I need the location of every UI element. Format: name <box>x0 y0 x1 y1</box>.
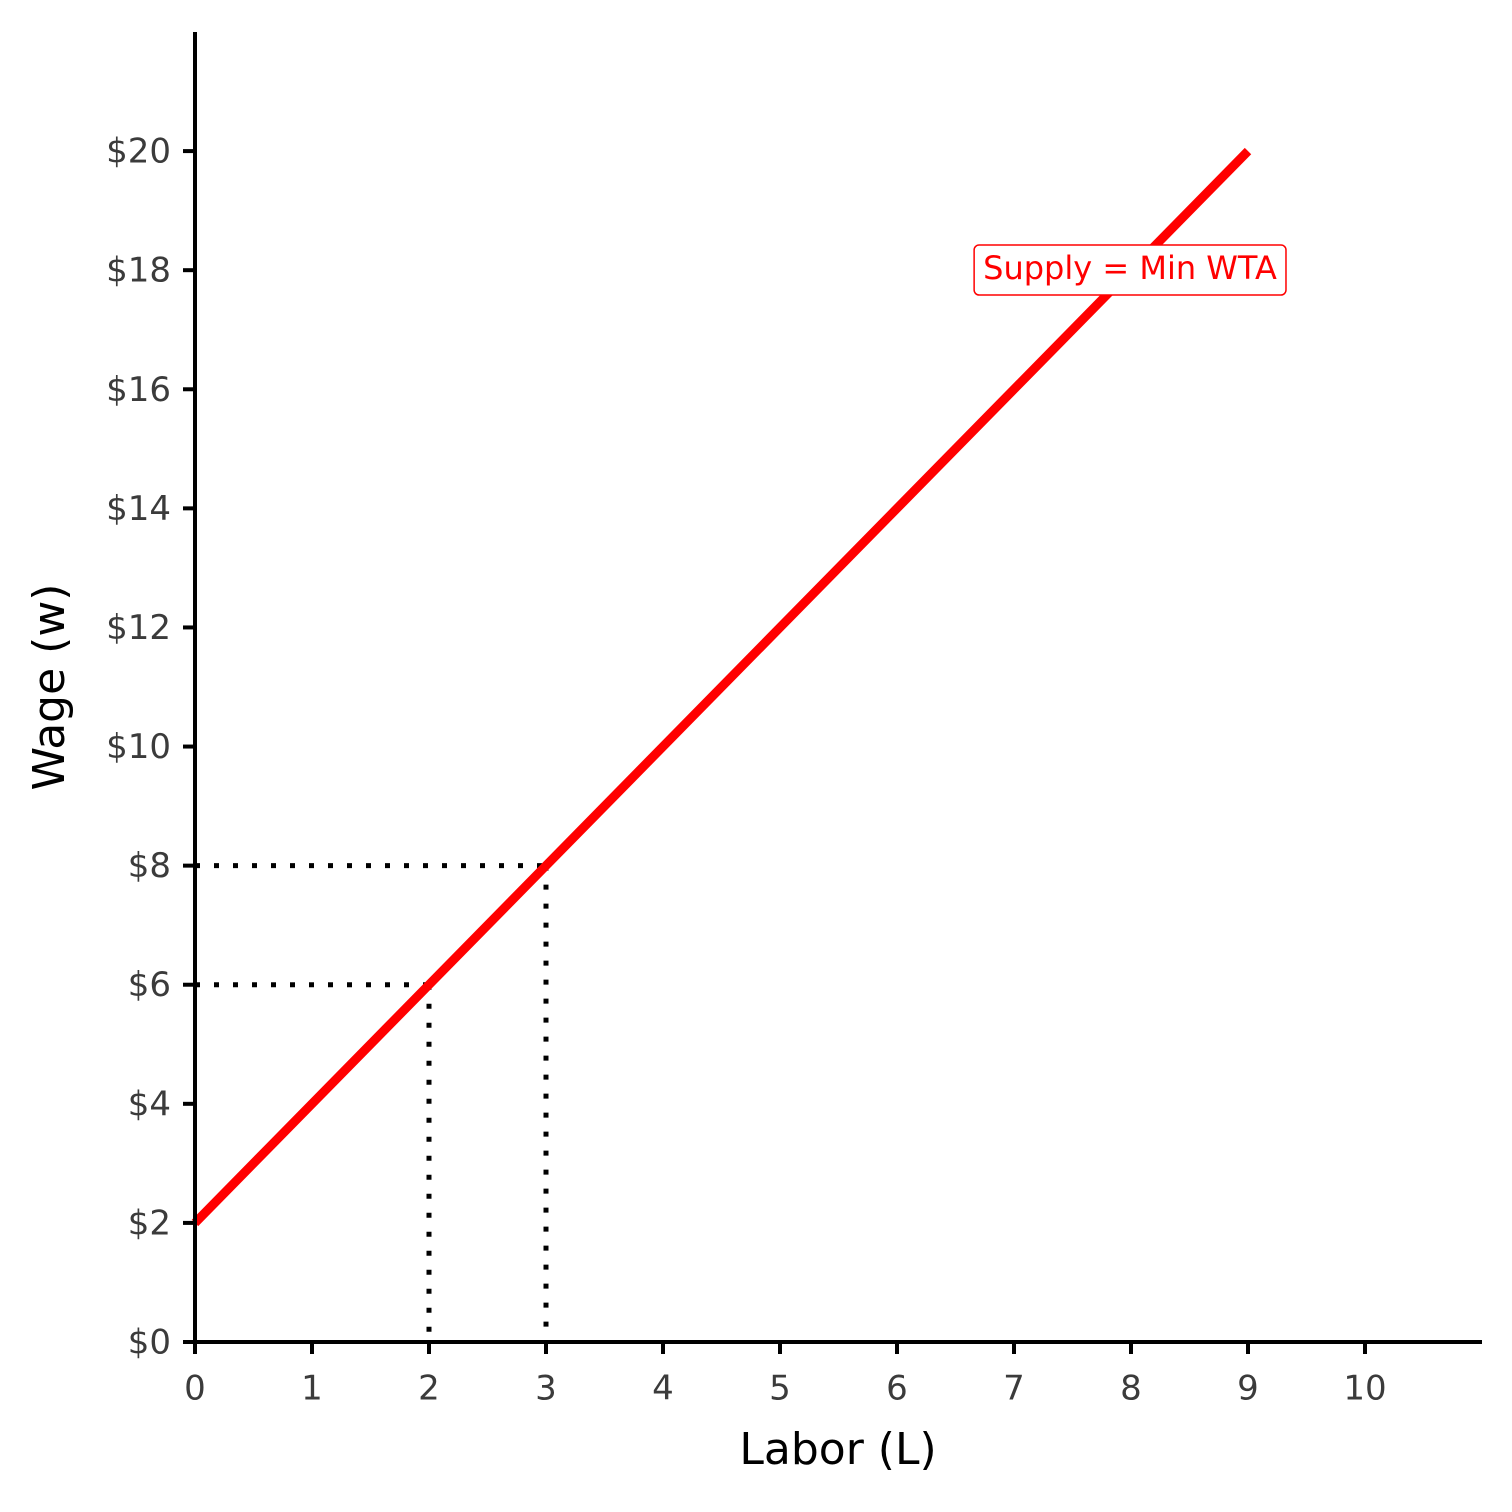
x-tick-label: 3 <box>535 1369 557 1409</box>
x-axis-title: Labor (L) <box>739 1424 936 1475</box>
x-tick-label: 9 <box>1237 1369 1259 1409</box>
x-tick-label: 0 <box>184 1369 206 1409</box>
x-tick-label: 7 <box>1003 1369 1025 1409</box>
y-tick-label: $20 <box>106 132 171 172</box>
y-tick-label: $6 <box>128 965 171 1005</box>
y-tick-label: $0 <box>128 1323 171 1363</box>
series-label-box <box>973 244 1287 296</box>
y-tick-label: $10 <box>106 727 171 767</box>
x-tick-label: 8 <box>1120 1369 1142 1409</box>
y-tick-label: $16 <box>106 370 171 410</box>
x-tick-label: 2 <box>418 1369 440 1409</box>
y-tick-label: $8 <box>128 846 171 886</box>
x-tick-label: 10 <box>1343 1369 1386 1409</box>
y-tick-label: $4 <box>128 1084 171 1124</box>
y-tick-label: $18 <box>106 251 171 291</box>
x-tick-label: 5 <box>769 1369 791 1409</box>
y-tick-label: $2 <box>128 1203 171 1243</box>
y-axis-title: Wage (w) <box>24 584 75 791</box>
supply-line <box>191 147 1252 1227</box>
x-tick-label: 4 <box>652 1369 674 1409</box>
series-label-text: Supply = Min WTA <box>983 249 1277 287</box>
y-tick-label: $14 <box>106 489 171 529</box>
y-tick-label: $12 <box>106 608 171 648</box>
x-tick-label: 1 <box>301 1369 323 1409</box>
series-label: Supply = Min WTA <box>973 244 1287 296</box>
x-tick-label: 6 <box>886 1369 908 1409</box>
